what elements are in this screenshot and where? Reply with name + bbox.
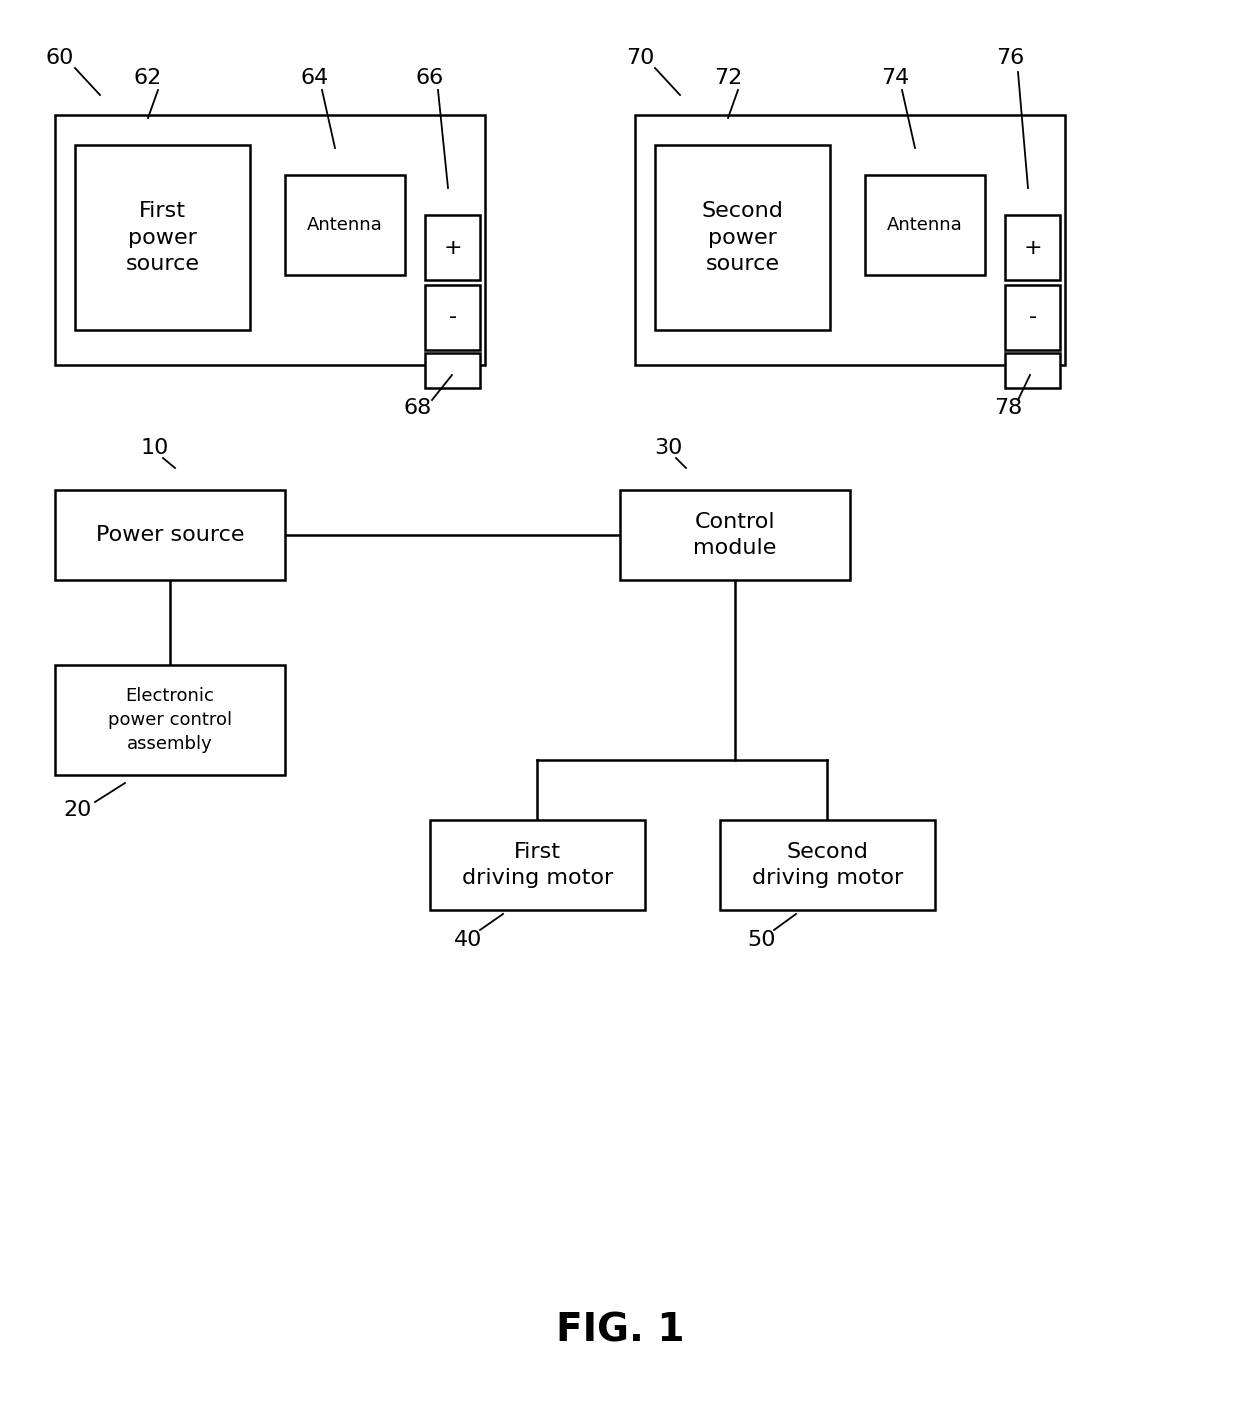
Bar bbox=[1004, 285, 1060, 350]
Text: -: - bbox=[449, 308, 456, 328]
Text: Antenna: Antenna bbox=[887, 216, 963, 234]
Bar bbox=[1004, 353, 1060, 388]
Bar bbox=[425, 285, 480, 350]
Text: FIG. 1: FIG. 1 bbox=[556, 1310, 684, 1348]
Bar bbox=[74, 145, 250, 330]
Text: -: - bbox=[1028, 308, 1037, 328]
Text: 62: 62 bbox=[134, 68, 162, 88]
Text: 20: 20 bbox=[63, 801, 92, 820]
Text: +: + bbox=[1023, 237, 1042, 257]
Text: Second
driving motor: Second driving motor bbox=[751, 842, 903, 888]
Bar bbox=[285, 175, 405, 275]
Bar bbox=[425, 215, 480, 280]
Text: 66: 66 bbox=[415, 68, 444, 88]
Bar bbox=[425, 353, 480, 388]
Text: 10: 10 bbox=[141, 438, 169, 457]
Text: 30: 30 bbox=[653, 438, 682, 457]
Text: 72: 72 bbox=[714, 68, 742, 88]
Bar bbox=[1004, 215, 1060, 280]
Text: 50: 50 bbox=[748, 931, 776, 950]
Text: 76: 76 bbox=[996, 48, 1024, 68]
Text: 78: 78 bbox=[994, 398, 1022, 418]
Bar bbox=[55, 490, 285, 580]
Text: First
power
source: First power source bbox=[125, 201, 200, 274]
Text: 60: 60 bbox=[46, 48, 74, 68]
Bar bbox=[866, 175, 985, 275]
Bar bbox=[655, 145, 830, 330]
Text: 70: 70 bbox=[626, 48, 655, 68]
Text: Power source: Power source bbox=[95, 525, 244, 545]
Bar bbox=[635, 114, 1065, 364]
Bar bbox=[620, 490, 849, 580]
Text: Control
module: Control module bbox=[693, 511, 776, 558]
Bar bbox=[55, 665, 285, 775]
Text: Second
power
source: Second power source bbox=[702, 201, 784, 274]
Bar bbox=[430, 820, 645, 909]
Bar bbox=[720, 820, 935, 909]
Text: Electronic
power control
assembly: Electronic power control assembly bbox=[108, 688, 232, 753]
Text: 74: 74 bbox=[880, 68, 909, 88]
Text: First
driving motor: First driving motor bbox=[461, 842, 613, 888]
Text: 64: 64 bbox=[301, 68, 329, 88]
Text: +: + bbox=[443, 237, 461, 257]
Text: 40: 40 bbox=[454, 931, 482, 950]
Text: 68: 68 bbox=[404, 398, 432, 418]
Bar bbox=[55, 114, 485, 364]
Text: Antenna: Antenna bbox=[308, 216, 383, 234]
